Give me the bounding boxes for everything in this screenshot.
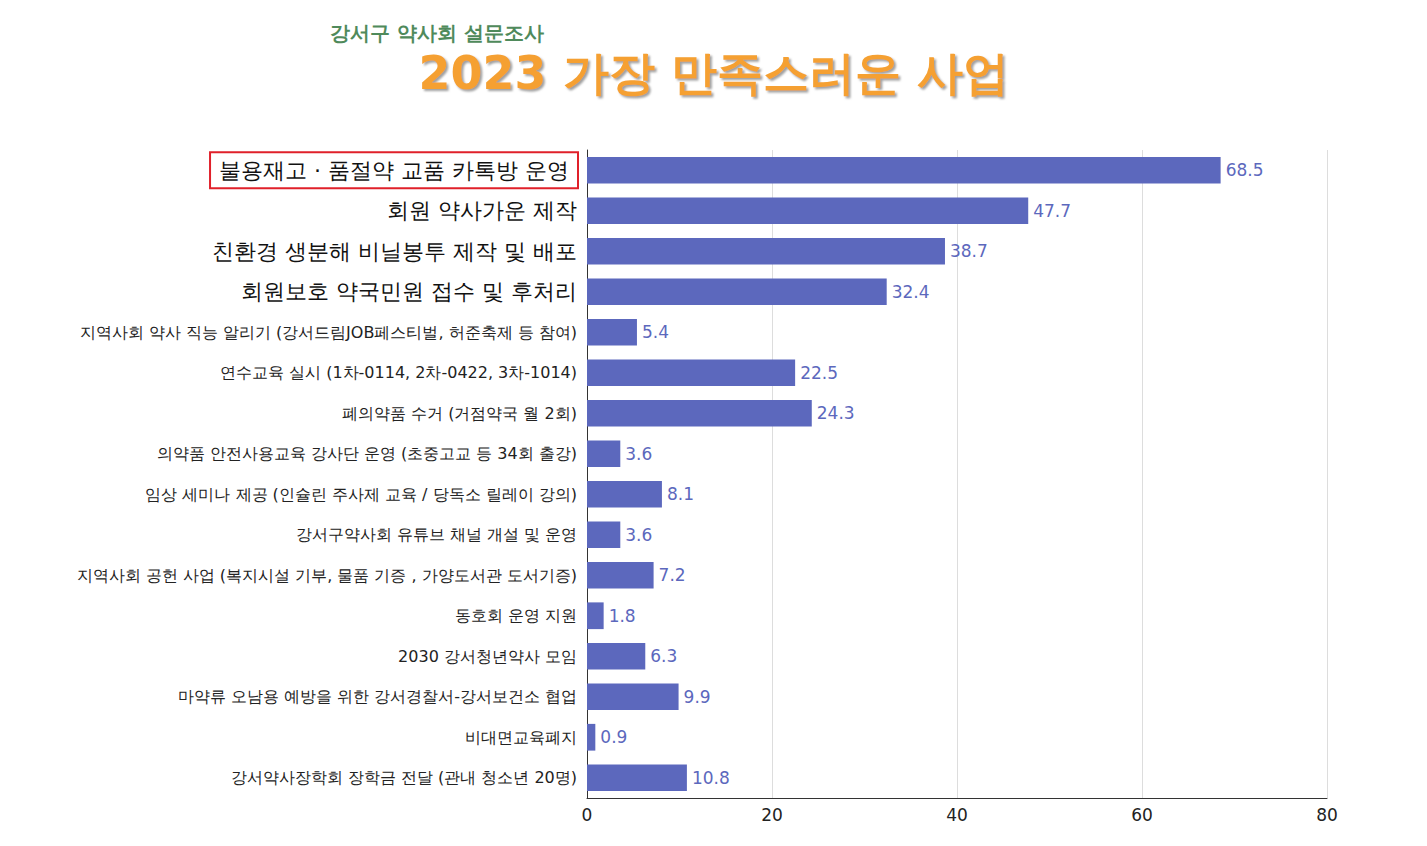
svg-text:24.3: 24.3	[817, 403, 855, 423]
svg-text:9.9: 9.9	[684, 687, 711, 707]
svg-text:친환경 생분해 비닐봉투 제작 및 배포: 친환경 생분해 비닐봉투 제작 및 배포	[212, 239, 577, 264]
svg-text:80: 80	[1316, 805, 1338, 825]
svg-text:3.6: 3.6	[625, 525, 652, 545]
svg-text:지역사회 공헌 사업 (복지시설 기부, 물품 기증 , 가: 지역사회 공헌 사업 (복지시설 기부, 물품 기증 , 가양도서관 도서기증)	[77, 566, 577, 585]
svg-text:지역사회 약사 직능 알리기 (강서드림JOB페스티벌, 허: 지역사회 약사 직능 알리기 (강서드림JOB페스티벌, 허준축제 등 참여)	[80, 323, 577, 342]
svg-text:5.4: 5.4	[642, 322, 669, 342]
svg-text:38.7: 38.7	[950, 241, 988, 261]
svg-text:32.4: 32.4	[892, 282, 930, 302]
svg-text:22.5: 22.5	[800, 363, 838, 383]
svg-text:2023 가장 만족스러운 사업: 2023 가장 만족스러운 사업	[418, 46, 1008, 100]
svg-text:비대면교육폐지: 비대면교육폐지	[465, 728, 577, 747]
svg-text:강서약사장학회 장학금 전달 (관내 청소년 20명): 강서약사장학회 장학금 전달 (관내 청소년 20명)	[231, 768, 577, 787]
svg-text:7.2: 7.2	[659, 565, 686, 585]
svg-text:강서구 약사회 설문조사: 강서구 약사회 설문조사	[330, 21, 544, 45]
svg-text:40: 40	[946, 805, 968, 825]
svg-text:동호회 운영 지원: 동호회 운영 지원	[455, 606, 577, 625]
svg-text:임상 세미나 제공 (인슐린 주사제 교육 / 당독소 릴레: 임상 세미나 제공 (인슐린 주사제 교육 / 당독소 릴레이 강의)	[145, 485, 577, 504]
svg-text:불용재고 · 품절약 교품 카톡방 운영: 불용재고 · 품절약 교품 카톡방 운영	[219, 158, 569, 183]
svg-text:3.6: 3.6	[625, 444, 652, 464]
svg-text:20: 20	[761, 805, 783, 825]
svg-text:마약류 오남용 예방을 위한 강서경찰서-강서보건소 협업: 마약류 오남용 예방을 위한 강서경찰서-강서보건소 협업	[178, 687, 577, 706]
svg-text:강서구약사회 유튜브 채널 개설 및 운영: 강서구약사회 유튜브 채널 개설 및 운영	[296, 525, 577, 544]
svg-text:8.1: 8.1	[667, 484, 694, 504]
svg-text:폐의약품 수거 (거점약국 월 2회): 폐의약품 수거 (거점약국 월 2회)	[342, 404, 577, 423]
svg-text:의약품 안전사용교육 강사단 운영 (초중고교 등 34회: 의약품 안전사용교육 강사단 운영 (초중고교 등 34회 출강)	[157, 444, 577, 463]
svg-text:1.8: 1.8	[609, 606, 636, 626]
svg-text:2030 강서청년약사 모임: 2030 강서청년약사 모임	[398, 647, 577, 666]
svg-text:6.3: 6.3	[650, 646, 677, 666]
svg-text:10.8: 10.8	[692, 768, 730, 788]
svg-text:60: 60	[1131, 805, 1153, 825]
svg-text:회원 약사가운 제작: 회원 약사가운 제작	[387, 198, 577, 223]
svg-text:0.9: 0.9	[600, 727, 627, 747]
svg-text:0: 0	[582, 805, 593, 825]
svg-text:연수교육 실시 (1차-0114, 2차-0422, 3차-: 연수교육 실시 (1차-0114, 2차-0422, 3차-1014)	[220, 363, 577, 382]
svg-text:회원보호 약국민원 접수 및 후처리: 회원보호 약국민원 접수 및 후처리	[241, 279, 577, 304]
svg-text:68.5: 68.5	[1226, 160, 1264, 180]
svg-text:47.7: 47.7	[1033, 201, 1071, 221]
